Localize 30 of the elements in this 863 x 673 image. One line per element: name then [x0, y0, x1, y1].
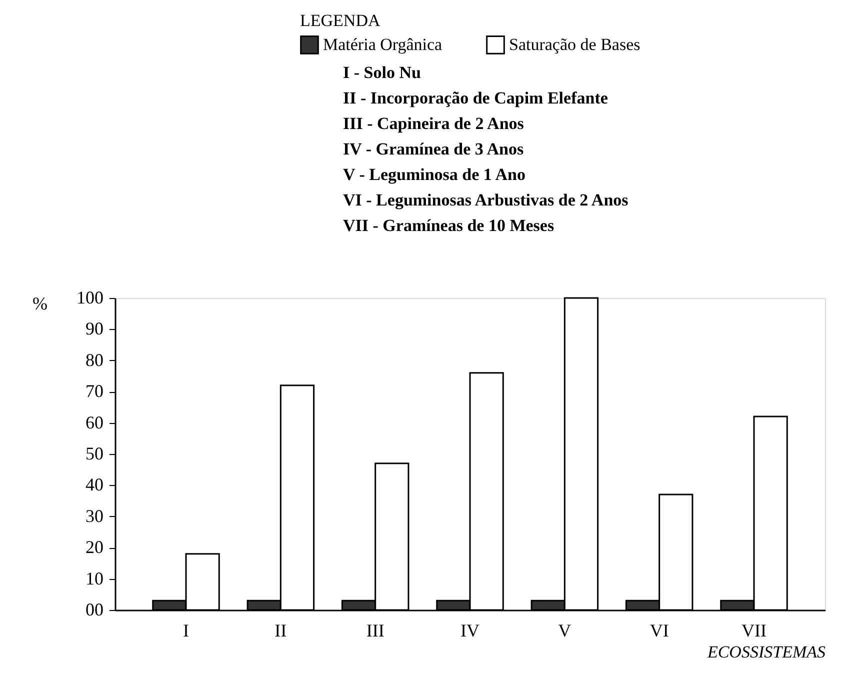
- legend-title: LEGENDA: [300, 11, 381, 30]
- text: VI - Leguminosas Arbustivas de 2 Anos: [343, 190, 629, 210]
- legend-label: Saturação de Bases: [509, 34, 640, 54]
- y-tick-label: 90: [86, 318, 104, 339]
- x-tick-label: I: [183, 620, 189, 640]
- y-axis-title: %: [32, 294, 48, 314]
- text: I - Solo Nu: [343, 63, 421, 82]
- text: III - Capineira de 2 Anos: [343, 114, 524, 133]
- text: VII - Gramíneas de 10 Meses: [343, 216, 554, 235]
- y-tick-label: 50: [86, 444, 104, 464]
- legend-label: Matéria Orgânica: [323, 34, 443, 54]
- y-tick-label: 10: [86, 568, 104, 588]
- x-tick-label: III: [366, 620, 384, 640]
- x-tick-label: II: [274, 620, 287, 640]
- text: II - Incorporação de Capim Elefante: [343, 88, 608, 108]
- x-tick-label: V: [558, 620, 572, 640]
- y-tick-label: 70: [86, 381, 104, 402]
- y-tick-label: 20: [86, 537, 104, 558]
- y-tick-label: 100: [76, 288, 104, 308]
- y-tick-label: 30: [86, 506, 104, 526]
- x-tick-label: IV: [460, 620, 480, 640]
- y-tick-label: 80: [86, 350, 104, 370]
- text: IV - Gramínea de 3 Anos: [343, 140, 524, 158]
- y-tick-label: 00: [86, 600, 104, 620]
- y-tick-label: 40: [86, 474, 104, 495]
- x-tick-label: VII: [742, 620, 766, 640]
- text: V - Leguminosa de 1 Ano: [343, 165, 526, 184]
- x-tick-label: VI: [650, 620, 669, 640]
- x-axis-title: ECOSSISTEMAS: [706, 642, 826, 662]
- y-tick-label: 60: [86, 412, 104, 432]
